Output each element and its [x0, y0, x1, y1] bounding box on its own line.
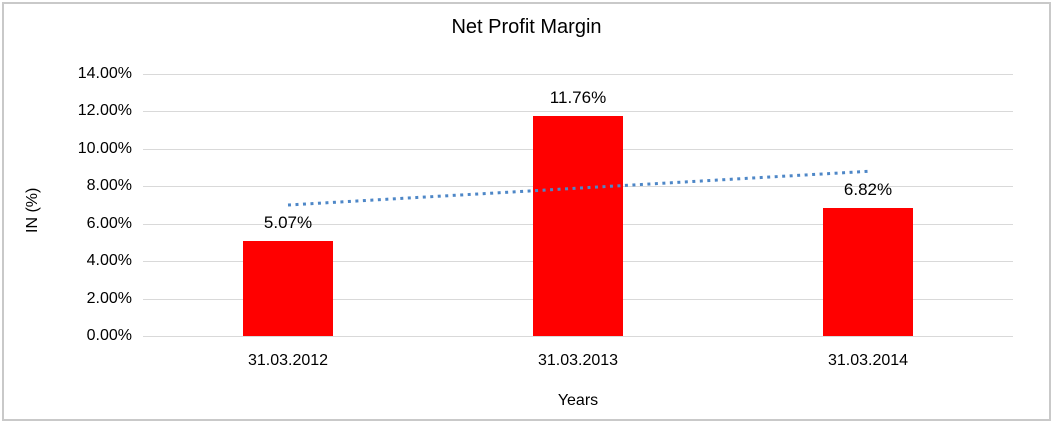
gridline — [143, 336, 1013, 337]
y-tick-label: 2.00% — [86, 289, 132, 307]
bar-value-label: 5.07% — [263, 213, 313, 233]
x-tick-label: 31.03.2012 — [247, 352, 329, 369]
y-tick-label: 14.00% — [77, 65, 132, 82]
y-tick-label: 10.00% — [77, 139, 132, 157]
gridline — [143, 74, 1013, 75]
y-tick-label: 6.00% — [86, 214, 132, 232]
gridline — [143, 111, 1013, 113]
y-tick-label: 8.00% — [86, 177, 132, 195]
x-axis-title: Years — [557, 392, 599, 409]
chart-title: Net Profit Margin — [451, 16, 602, 38]
x-tick-label: 31.03.2013 — [537, 352, 619, 369]
y-tick-label: 0.00% — [86, 327, 132, 344]
bar — [243, 241, 333, 336]
x-tick-label: 31.03.2014 — [827, 352, 909, 369]
bar — [533, 115, 623, 336]
y-tick-label: 12.00% — [77, 102, 132, 120]
bar — [823, 208, 913, 336]
bar-value-label: 11.76% — [549, 87, 607, 107]
y-tick-label: 4.00% — [86, 252, 132, 270]
bar-value-label: 6.82% — [843, 180, 893, 200]
